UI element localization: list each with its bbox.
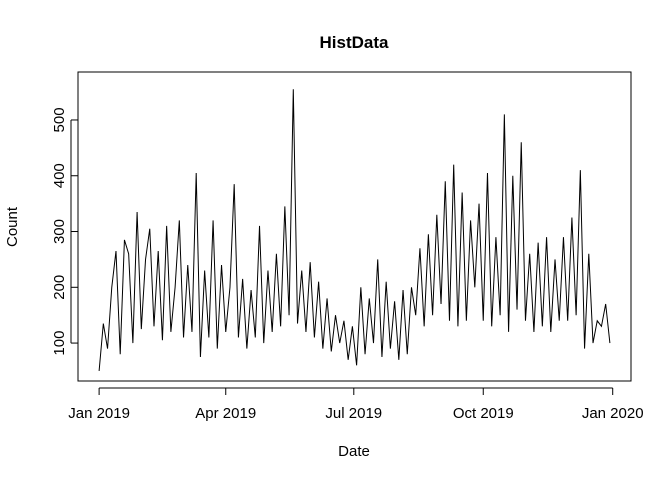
x-tick-label: Apr 2019 [195,405,256,422]
x-tick-label: Jul 2019 [325,405,382,422]
x-tick-label: Jan 2020 [582,405,644,422]
x-axis-label: Date [338,443,370,460]
chart-title: HistData [320,33,390,52]
data-line [98,89,611,372]
y-tick-label: 300 [51,219,68,244]
y-tick-label: 500 [51,107,68,132]
y-tick-label: 400 [51,163,68,188]
plot-box [77,71,632,382]
y-axis-label: Count [4,206,21,247]
x-tick-label: Jan 2019 [68,405,130,422]
y-tick-label: 100 [51,331,68,356]
y-tick-label: 200 [51,275,68,300]
x-tick-label: Oct 2019 [453,405,514,422]
